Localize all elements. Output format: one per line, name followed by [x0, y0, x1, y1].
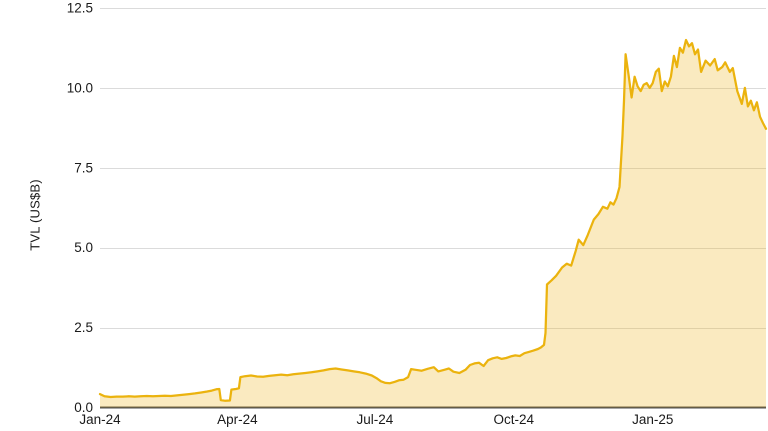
x-tick-label: Jan-24: [79, 412, 121, 427]
y-tick-label: 10.0: [67, 80, 93, 95]
tvl-area-fill: [100, 40, 766, 408]
y-tick-label: 12.5: [67, 1, 93, 16]
y-tick-label: 7.5: [74, 160, 93, 175]
y-tick-label: 5.0: [74, 240, 93, 255]
tvl-line: [98, 38, 768, 402]
y-tick-label: 2.5: [74, 320, 93, 335]
x-tick-label: Jan-25: [632, 412, 673, 427]
x-tick-label: Apr-24: [217, 412, 258, 427]
x-tick-label: Oct-24: [494, 412, 535, 427]
y-tick-label: 0.0: [74, 400, 93, 415]
x-tick-label: Jul-24: [356, 412, 393, 427]
